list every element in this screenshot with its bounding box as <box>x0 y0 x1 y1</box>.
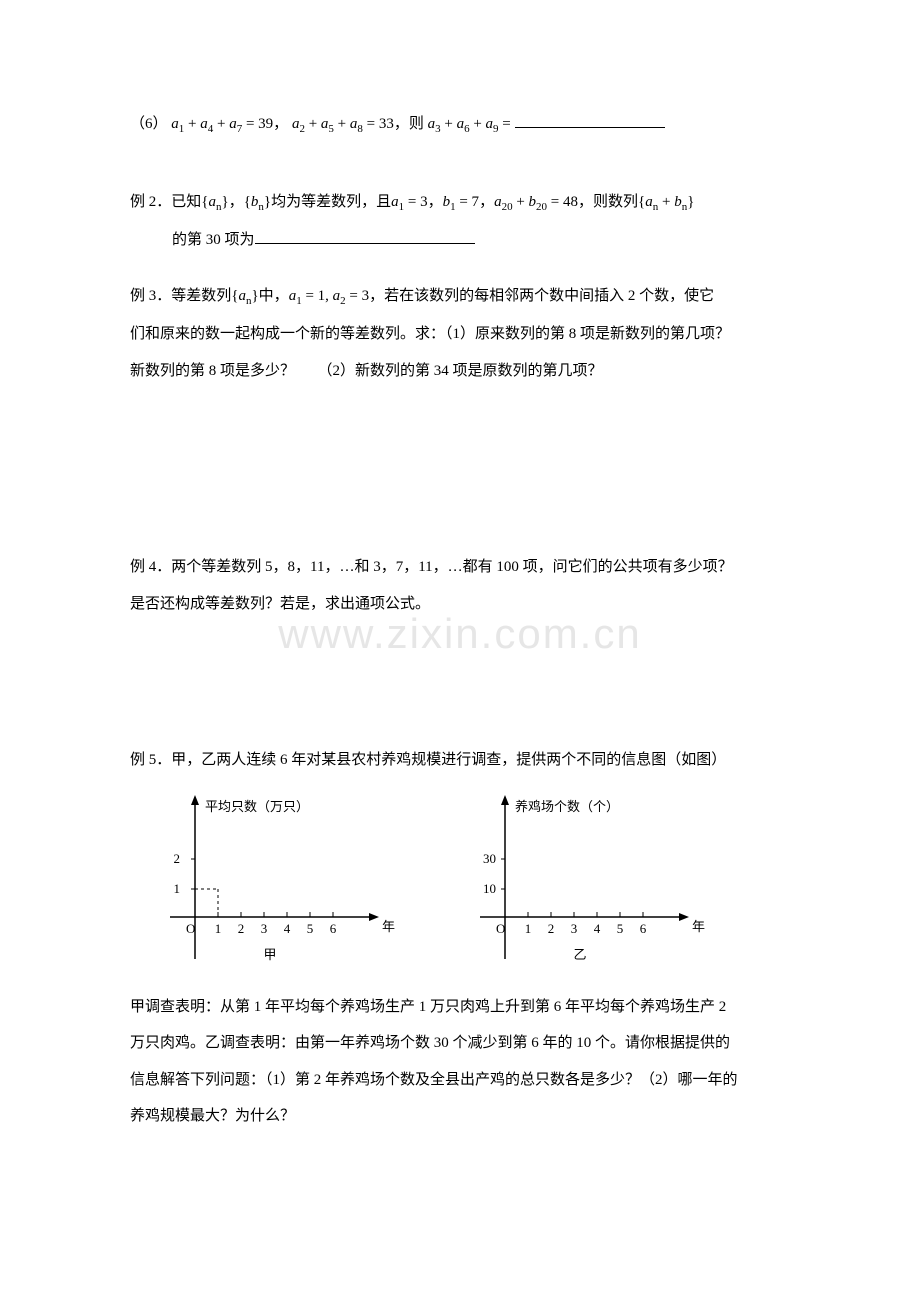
svg-text:2: 2 <box>548 921 555 936</box>
ex4-line1: 例 4．两个等差数列 5，8，11，…和 3，7，11，…都有 100 项，问它… <box>130 553 810 582</box>
ex5-p2: 万只肉鸡。乙调查表明：由第一年养鸡场个数 30 个减少到第 6 年的 10 个。… <box>130 1029 810 1058</box>
chart-b: 10 30 1 2 3 4 5 6 O 养鸡场个数（个） 年 乙 <box>460 789 730 979</box>
q6-v2: 33 <box>379 116 394 132</box>
ca-ytitle: 平均只数（万只） <box>205 799 309 814</box>
charts-row: 1 2 1 2 3 4 5 6 O 平均只数（万只） 年 甲 <box>150 789 810 979</box>
q6-line: （6） a1 + a4 + a7 = 39， a2 + a5 + a8 = 33… <box>130 110 810 140</box>
ca-xtitle: 年 <box>382 919 395 934</box>
ca-origin: O <box>186 921 195 936</box>
ex5-intro: 例 5．甲，乙两人连续 6 年对某县农村养鸡规模进行调查，提供两个不同的信息图（… <box>130 746 810 775</box>
svg-text:1: 1 <box>215 921 222 936</box>
cb-y2: 30 <box>483 851 496 866</box>
svg-text:3: 3 <box>571 921 578 936</box>
ex3-line1: 例 3．等差数列{an}中，a1 = 1, a2 = 3，若在该数列的每相邻两个… <box>130 282 810 312</box>
q6-v1: 39 <box>258 116 273 132</box>
svg-text:2: 2 <box>238 921 245 936</box>
svg-text:5: 5 <box>307 921 314 936</box>
ex2-blank <box>255 228 475 244</box>
svg-text:4: 4 <box>594 921 601 936</box>
ex3-line3: 新数列的第 8 项是多少？ （2）新数列的第 34 项是原数列的第几项？ <box>130 357 810 386</box>
ex2-line2: 的第 30 项为 <box>130 226 810 255</box>
svg-text:6: 6 <box>330 921 337 936</box>
svg-text:6: 6 <box>640 921 647 936</box>
ex2-line1: 例 2．已知{an}，{bn}均为等差数列，且a1 = 3，b1 = 7，a20… <box>130 188 810 218</box>
q6-prefix: （6） <box>130 116 168 132</box>
ex5-p3: 信息解答下列问题：（1）第 2 年养鸡场个数及全县出产鸡的总只数各是多少？（2）… <box>130 1066 810 1095</box>
q6-blank <box>515 112 665 128</box>
svg-text:5: 5 <box>617 921 624 936</box>
cb-y1: 10 <box>483 881 496 896</box>
svg-text:4: 4 <box>284 921 291 936</box>
cb-xtitle: 年 <box>692 919 705 934</box>
ex4-line2: 是否还构成等差数列？若是，求出通项公式。 <box>130 590 810 619</box>
ca-y1: 1 <box>174 881 181 896</box>
cb-label: 乙 <box>573 947 586 962</box>
ca-label: 甲 <box>263 947 276 962</box>
cb-origin: O <box>496 921 505 936</box>
svg-text:1: 1 <box>525 921 532 936</box>
ex5-p4: 养鸡规模最大？为什么？ <box>130 1102 810 1131</box>
chart-a: 1 2 1 2 3 4 5 6 O 平均只数（万只） 年 甲 <box>150 789 420 979</box>
ca-y2: 2 <box>174 851 181 866</box>
ex3-line2: 们和原来的数一起构成一个新的等差数列。求：（1）原来数列的第 8 项是新数列的第… <box>130 320 810 349</box>
ex5-p1: 甲调查表明：从第 1 年平均每个养鸡场生产 1 万只肉鸡上升到第 6 年平均每个… <box>130 993 810 1022</box>
svg-text:3: 3 <box>261 921 268 936</box>
cb-ytitle: 养鸡场个数（个） <box>515 799 619 814</box>
